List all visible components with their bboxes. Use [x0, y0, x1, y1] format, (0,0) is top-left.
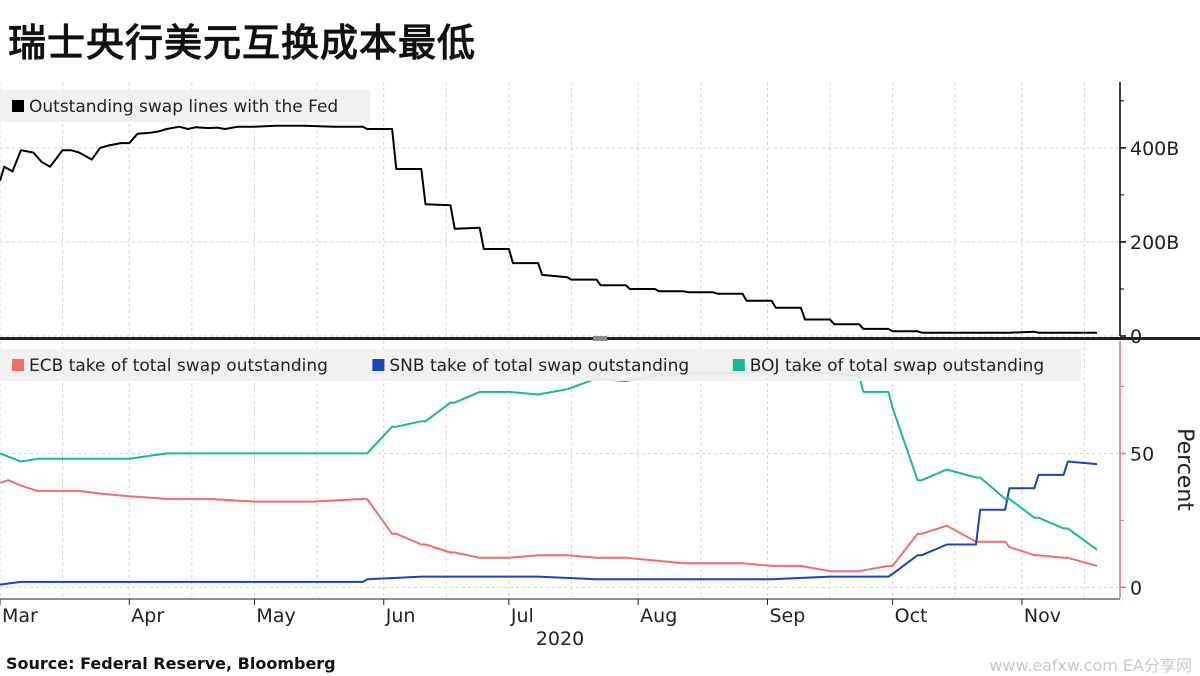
y-axis-title: Percent [1172, 428, 1197, 511]
x-tick-label: Oct [895, 605, 928, 627]
y-tick-label: 0 [1130, 577, 1142, 599]
x-tick-label: Apr [131, 605, 164, 627]
x-tick-label: Nov [1024, 605, 1061, 627]
y-tick-label: 50 [1130, 443, 1154, 465]
legend-label: Outstanding swap lines with the Fed [29, 97, 338, 117]
x-tick-label: Jul [510, 605, 534, 627]
legend-swatch [12, 100, 24, 112]
page-title: 瑞士央行美元互换成本最低 [8, 21, 477, 65]
series-line-2 [0, 460, 1098, 586]
y-tick-label: 400B [1130, 138, 1179, 160]
legend-label: SNB take of total swap outstanding [389, 356, 689, 376]
source-note: Source: Federal Reserve, Bloomberg [6, 654, 336, 673]
series-line-1 [0, 124, 1097, 334]
panel-separator-handle [593, 336, 607, 341]
series-line-1 [0, 479, 1098, 573]
x-tick-label: Sep [769, 605, 805, 627]
legend-background [0, 349, 1082, 381]
legend-background [0, 90, 370, 122]
series-line-3 [0, 369, 1098, 551]
x-tick-label: Mar [2, 605, 38, 627]
legend: ECB take of total swap outstanding SNB ta… [0, 349, 1082, 381]
watermark: www.eafxw.com EA分享网 [989, 656, 1192, 675]
legend-label: BOJ take of total swap outstanding [750, 356, 1044, 376]
legend-swatch [372, 359, 385, 371]
legend-label: ECB take of total swap outstanding [29, 356, 328, 376]
legend-swatch [732, 359, 745, 371]
legend: Outstanding swap lines with the Fed [0, 90, 370, 122]
x-tick-label: May [256, 605, 295, 627]
y-tick-label: 200B [1130, 232, 1179, 254]
legend-swatch [12, 359, 24, 371]
x-axis-title: 2020 [536, 628, 584, 650]
top-panel: 0200B400BOutstanding swap lines with the… [0, 82, 1179, 348]
x-tick-label: Aug [640, 605, 677, 627]
bottom-panel: 0 50 ECB take of total swap outstanding SNB… [0, 341, 1197, 599]
x-axis: Mar Apr May Jun Jul Aug Sep Oct Nov 2020 [0, 336, 1200, 650]
x-tick-label: Jun [385, 605, 416, 627]
